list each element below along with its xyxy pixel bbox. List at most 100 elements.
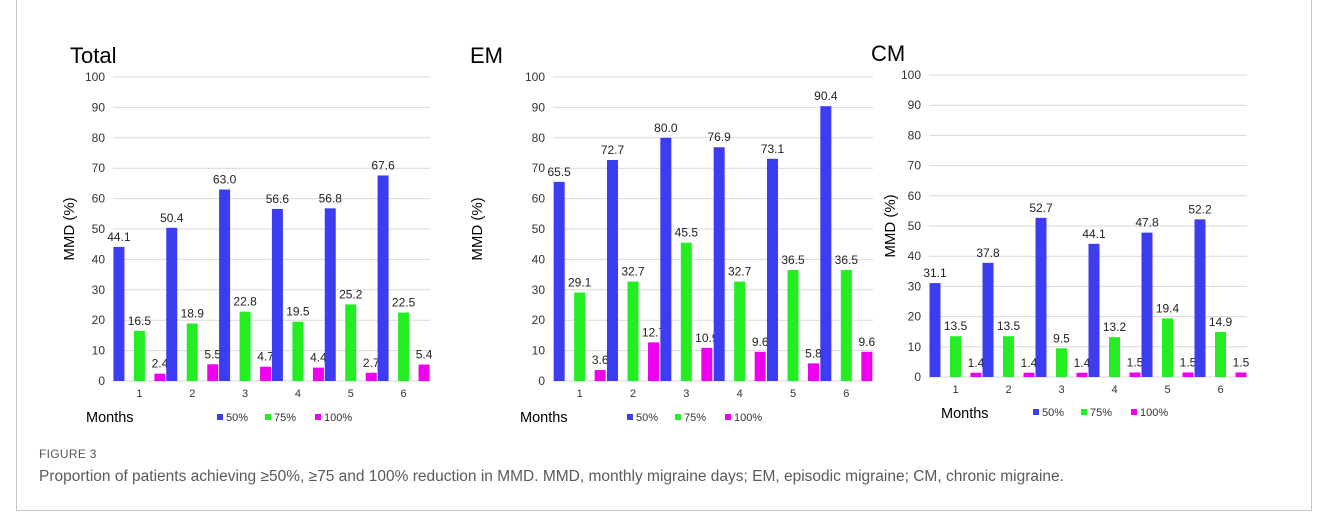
bar — [377, 175, 389, 381]
bar — [324, 208, 336, 381]
data-label: 1.5 — [1233, 355, 1250, 369]
data-label: 1.4 — [968, 356, 985, 370]
bar — [260, 366, 272, 381]
bar — [970, 372, 982, 377]
bar — [398, 312, 410, 381]
y-tick-label: 100 — [85, 70, 105, 84]
data-label: 2.7 — [363, 356, 380, 370]
bar — [840, 270, 852, 381]
legend-label: 75% — [684, 412, 706, 424]
bar — [1215, 332, 1226, 377]
legend-label: 75% — [274, 412, 296, 424]
data-label: 37.8 — [976, 246, 1000, 260]
data-label: 65.5 — [547, 165, 571, 179]
y-tick-label: 100 — [901, 68, 921, 82]
legend-label: 100% — [324, 412, 352, 424]
bar — [861, 351, 873, 381]
x-tick-label: 5 — [1164, 384, 1170, 396]
data-label: 56.8 — [319, 191, 343, 205]
figure-label: FIGURE 3 — [39, 447, 97, 461]
y-tick-label: 60 — [92, 192, 106, 206]
bar — [1109, 337, 1120, 377]
y-axis-label: MMD (%) — [882, 194, 899, 257]
data-label: 52.7 — [1029, 201, 1053, 215]
data-label: 52.2 — [1188, 202, 1212, 216]
bar — [1023, 372, 1035, 377]
y-tick-label: 40 — [908, 249, 922, 263]
chart-panel-em: 0 10 20 30 40 50 60 70 80 90 100 EM MMD (%) 65.5 29.1 3… — [469, 43, 875, 426]
data-label: 22.8 — [233, 295, 257, 309]
legend-swatch — [315, 414, 321, 420]
data-label: 63.0 — [213, 172, 237, 186]
data-label: 36.5 — [835, 253, 859, 267]
data-label: 72.7 — [601, 143, 625, 157]
x-axis-label: Months — [520, 410, 568, 426]
x-tick-label: 3 — [242, 388, 248, 400]
data-label: 13.5 — [944, 319, 968, 333]
legend-label: 100% — [734, 412, 762, 424]
data-label: 1.4 — [1074, 356, 1091, 370]
y-tick-label: 80 — [532, 131, 546, 145]
bar — [1056, 348, 1067, 377]
y-tick-label: 90 — [92, 100, 106, 114]
data-label: 73.1 — [761, 142, 785, 156]
y-tick-label: 70 — [532, 161, 546, 175]
legend-label: 50% — [226, 412, 248, 424]
bar — [950, 336, 961, 377]
bar — [219, 189, 231, 381]
y-tick-label: 0 — [914, 370, 921, 384]
data-label: 9.5 — [1053, 331, 1070, 345]
x-tick-label: 1 — [577, 388, 583, 400]
bar — [808, 363, 819, 381]
data-label: 5.5 — [204, 347, 221, 361]
bar — [734, 281, 746, 381]
bar — [680, 242, 692, 381]
bar — [113, 246, 125, 381]
bar — [982, 262, 994, 377]
x-tick-label: 4 — [1111, 384, 1117, 396]
y-tick-label: 80 — [92, 131, 106, 145]
bar — [1235, 372, 1247, 377]
x-tick-label: 3 — [1058, 384, 1064, 396]
x-tick-label: 5 — [348, 388, 354, 400]
bar — [1035, 217, 1047, 377]
data-label: 45.5 — [675, 226, 699, 240]
x-tick-label: 2 — [630, 388, 636, 400]
legend-swatch — [627, 414, 633, 420]
data-label: 5.8 — [805, 346, 822, 360]
x-tick-label: 3 — [683, 388, 689, 400]
chart-title: Total — [70, 43, 116, 68]
y-tick-label: 70 — [908, 159, 922, 173]
bar — [345, 304, 357, 381]
x-tick-label: 4 — [295, 388, 301, 400]
legend-label: 50% — [1042, 407, 1064, 419]
y-tick-label: 50 — [908, 219, 922, 233]
chart-title: CM — [871, 41, 905, 66]
bar — [574, 292, 586, 381]
y-tick-label: 20 — [532, 313, 546, 327]
data-label: 1.4 — [1021, 356, 1038, 370]
legend-swatch — [1033, 409, 1039, 415]
bar — [820, 106, 832, 382]
y-tick-label: 10 — [532, 344, 546, 358]
data-label: 1.5 — [1127, 355, 1144, 369]
data-label: 56.6 — [266, 192, 290, 206]
bar — [239, 311, 251, 381]
data-label: 47.8 — [1135, 216, 1159, 230]
legend-swatch — [1131, 409, 1137, 415]
bar — [660, 137, 672, 381]
y-tick-label: 30 — [908, 279, 922, 293]
y-tick-label: 10 — [908, 340, 922, 354]
bar — [787, 270, 799, 381]
bar — [713, 147, 725, 381]
y-axis-label: MMD (%) — [61, 197, 78, 260]
bar — [312, 367, 324, 381]
data-label: 14.9 — [1209, 315, 1233, 329]
data-label: 19.4 — [1156, 301, 1180, 315]
data-label: 90.4 — [814, 89, 838, 103]
bar — [133, 330, 145, 381]
bar — [754, 351, 766, 381]
bar — [418, 364, 430, 381]
chart-panel-cm: 0 10 20 30 40 50 60 70 80 90 100 CM MMD (%) 31.1 13.5 1… — [871, 41, 1250, 422]
data-label: 9.6 — [858, 335, 875, 349]
